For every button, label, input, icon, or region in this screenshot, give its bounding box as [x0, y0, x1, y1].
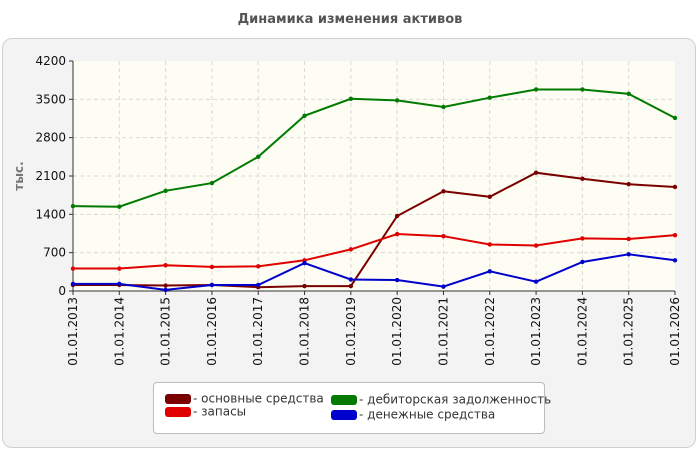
- y-tick-label: 2100: [35, 169, 66, 183]
- y-tick-label: 2800: [35, 131, 66, 145]
- data-point-cash: [163, 287, 168, 293]
- y-tick-label: 0: [58, 284, 66, 298]
- legend-swatch-cash: [331, 409, 357, 420]
- legend-label-cash: - денежные средства: [359, 407, 496, 422]
- x-tick-label: 01.01.2015: [159, 297, 173, 366]
- x-tick-label: 01.01.2019: [344, 297, 358, 366]
- data-point-cash: [672, 258, 678, 263]
- data-point-receivables: [533, 87, 539, 92]
- data-point-cash: [580, 259, 585, 265]
- series-line-cash: [73, 253, 676, 291]
- y-tick-label: 4200: [35, 54, 66, 68]
- data-point-fixed-assets: [348, 283, 354, 289]
- legend-item-cash: - денежные средства: [331, 407, 496, 422]
- series-line-fixed-assets: [73, 171, 676, 289]
- data-point-cash: [348, 277, 354, 282]
- data-point-inventory: [70, 266, 76, 271]
- data-point-receivables: [163, 188, 168, 193]
- x-tick-label: 01.01.2021: [436, 297, 450, 366]
- data-point-inventory: [672, 232, 678, 238]
- chart-title: Динамика изменения активов: [237, 12, 463, 27]
- data-point-receivables: [441, 104, 446, 110]
- series-line-inventory: [73, 232, 676, 270]
- legend: - основные средства - запасы - дебиторск…: [153, 382, 551, 434]
- legend-label-fixed-assets: - основные средства: [193, 391, 324, 406]
- legend-swatch-fixed-assets: [165, 393, 191, 404]
- legend-item-inventory: - запасы: [165, 404, 247, 419]
- data-point-receivables: [70, 203, 76, 209]
- x-tick-label: 01.01.2016: [205, 297, 219, 366]
- x-tick-label: 01.01.2020: [390, 297, 404, 366]
- data-point-receivables: [626, 91, 631, 97]
- data-point-receivables: [348, 96, 354, 101]
- data-point-fixed-assets: [626, 182, 631, 187]
- legend-item-fixed-assets: - основные средства: [165, 391, 324, 406]
- data-point-fixed-assets: [394, 213, 400, 219]
- data-point-receivables: [117, 204, 122, 209]
- data-point-inventory: [394, 231, 400, 237]
- data-point-inventory: [209, 264, 215, 270]
- data-point-cash: [394, 277, 400, 283]
- data-point-inventory: [348, 247, 354, 252]
- data-point-receivables: [487, 95, 492, 100]
- data-point-fixed-assets: [533, 170, 539, 175]
- data-point-fixed-assets: [580, 176, 585, 181]
- y-tick-label: 3500: [35, 92, 66, 106]
- series-line-receivables: [72, 88, 676, 208]
- data-point-fixed-assets: [302, 283, 307, 289]
- legend-label-receivables: - дебиторская задолженность: [359, 392, 552, 407]
- x-tick-label: 01.01.2023: [529, 297, 543, 366]
- data-point-receivables: [672, 115, 678, 121]
- data-point-receivables: [209, 180, 215, 186]
- data-point-cash: [302, 260, 307, 266]
- data-point-fixed-assets: [672, 184, 678, 190]
- data-point-cash: [441, 284, 446, 289]
- x-tick-label: 01.01.2022: [483, 297, 497, 366]
- data-point-cash: [117, 281, 122, 287]
- data-point-receivables: [580, 87, 585, 92]
- data-point-inventory: [626, 236, 631, 242]
- x-tick-label: 01.01.2013: [66, 297, 80, 366]
- data-point-inventory: [163, 263, 168, 268]
- data-point-inventory: [533, 243, 539, 248]
- data-point-inventory: [117, 266, 122, 271]
- data-point-inventory: [256, 264, 261, 269]
- y-axis-title: тыс.: [12, 161, 26, 190]
- data-point-inventory: [580, 236, 585, 241]
- x-tick-label: 01.01.2024: [575, 297, 589, 366]
- x-tick-label: 01.01.2014: [112, 297, 126, 366]
- legend-label-inventory: - запасы: [193, 404, 247, 419]
- data-point-fixed-assets: [441, 189, 446, 194]
- x-tick-label: 01.01.2025: [622, 297, 636, 366]
- data-point-inventory: [441, 234, 446, 239]
- y-tick-label: 1400: [35, 207, 66, 221]
- data-point-receivables: [256, 154, 261, 160]
- y-tick-label: 700: [43, 246, 66, 260]
- data-point-receivables: [302, 113, 307, 118]
- data-point-cash: [70, 281, 76, 287]
- data-point-cash: [487, 269, 492, 274]
- data-point-cash: [209, 282, 215, 288]
- x-tick-label: 01.01.2017: [251, 297, 265, 366]
- data-point-cash: [533, 279, 539, 284]
- data-point-inventory: [487, 242, 492, 247]
- data-point-fixed-assets: [487, 194, 492, 200]
- data-point-receivables: [394, 98, 400, 103]
- legend-item-receivables: - дебиторская задолженность: [331, 392, 552, 407]
- data-point-cash: [256, 282, 261, 288]
- data-point-cash: [626, 252, 631, 257]
- legend-swatch-receivables: [331, 394, 357, 405]
- x-tick-label: 01.01.2018: [298, 297, 312, 366]
- legend-swatch-inventory: [165, 406, 191, 417]
- data-point-fixed-assets: [163, 283, 168, 288]
- x-tick-label: 01.01.2026: [668, 297, 682, 366]
